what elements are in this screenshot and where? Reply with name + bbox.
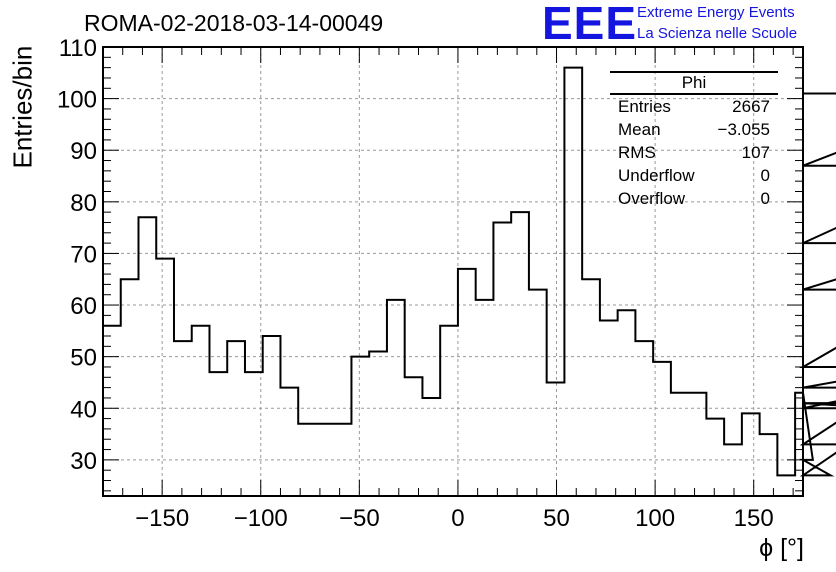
histogram-bin xyxy=(511,212,529,496)
stats-row-underflow: Underflow 0 xyxy=(610,164,778,187)
histogram-bin xyxy=(635,341,653,496)
histogram-bin xyxy=(369,351,387,496)
histogram-bin xyxy=(280,388,298,496)
histogram-bin xyxy=(760,434,778,496)
histogram-bin xyxy=(618,310,636,496)
stats-label: Underflow xyxy=(618,166,695,185)
histogram-bin xyxy=(564,68,582,496)
logo-line-1: Extreme Energy Events xyxy=(637,4,795,21)
stats-value: 0 xyxy=(760,189,770,208)
histogram-bin xyxy=(138,217,156,496)
y-tick-label: 70 xyxy=(70,241,97,268)
y-tick-label: 60 xyxy=(70,293,97,320)
x-tick-label: −50 xyxy=(339,505,380,532)
stats-row-overflow: Overflow 0 xyxy=(610,187,778,210)
y-axis-label: Entries/bin xyxy=(7,45,38,169)
stats-label: Mean xyxy=(618,120,661,139)
stats-box: Phi Entries 2667 Mean −3.055 RMS 107 Underf… xyxy=(610,71,778,210)
histogram-bin xyxy=(671,393,689,496)
histogram-bin xyxy=(724,444,742,496)
axis-ticks xyxy=(102,46,803,496)
histogram-bin xyxy=(422,398,440,496)
histogram-bin xyxy=(387,300,405,496)
histogram-bin xyxy=(458,269,476,496)
eee-logo: EEE xyxy=(542,0,638,49)
tick-labels: −150 −100 −50 0 50 100 150 30 40 50 60 70 80 90 100 110 xyxy=(57,35,774,532)
x-axis-label: ϕ [°] xyxy=(759,534,804,562)
stats-value: 2667 xyxy=(732,97,770,116)
chart-title: ROMA-02-2018-03-14-00049 xyxy=(84,10,384,36)
histogram-bin xyxy=(742,413,760,496)
histogram-bin xyxy=(245,372,263,496)
stats-row-entries: Entries 2667 xyxy=(610,95,778,118)
histogram-bin xyxy=(440,326,458,496)
histogram-bin xyxy=(209,372,227,496)
histogram-bin xyxy=(298,424,316,496)
x-tick-label: 50 xyxy=(543,505,570,532)
y-tick-label: 50 xyxy=(70,345,97,372)
y-tick-label: 30 xyxy=(70,448,97,475)
histogram-bin xyxy=(493,222,511,496)
histogram-bin xyxy=(405,377,423,496)
histogram-bin xyxy=(547,382,565,496)
histogram-bin xyxy=(121,279,139,496)
stats-row-rms: RMS 107 xyxy=(610,141,778,164)
stats-value: −3.055 xyxy=(717,120,770,139)
histogram-bin xyxy=(689,393,707,496)
histogram-bin xyxy=(192,326,210,496)
histogram-line xyxy=(103,66,836,477)
stats-row-mean: Mean −3.055 xyxy=(610,118,778,141)
y-tick-label: 90 xyxy=(70,138,97,165)
histogram-bin xyxy=(529,290,547,496)
histogram-bin xyxy=(351,357,369,496)
histogram-bin xyxy=(103,326,121,496)
logo-line-2: La Scienza nelle Scuole xyxy=(637,25,798,42)
grid-lines xyxy=(103,46,803,496)
stats-value: 0 xyxy=(760,166,770,185)
histogram-bin xyxy=(795,393,803,496)
stats-title: Phi xyxy=(610,71,778,95)
x-tick-label: −150 xyxy=(135,505,189,532)
x-tick-label: 100 xyxy=(635,505,675,532)
stats-value: 107 xyxy=(741,143,770,162)
histogram-bin xyxy=(777,475,795,496)
stats-label: Entries xyxy=(618,97,671,116)
histogram-bin xyxy=(653,362,671,496)
histogram-bin xyxy=(174,341,192,496)
plot-frame xyxy=(102,46,804,497)
histogram-bin xyxy=(156,259,174,496)
x-tick-label: −100 xyxy=(234,505,288,532)
y-tick-label: 40 xyxy=(70,396,97,423)
histogram-bin xyxy=(263,336,281,496)
histogram-bin xyxy=(600,321,618,496)
stats-label: Overflow xyxy=(618,189,686,208)
histogram-bin xyxy=(316,424,334,496)
y-tick-label: 100 xyxy=(57,87,97,114)
stats-label: RMS xyxy=(618,143,656,162)
x-tick-label: 0 xyxy=(451,505,464,532)
histogram-bin xyxy=(476,300,494,496)
y-tick-label: 110 xyxy=(59,35,97,62)
y-tick-label: 80 xyxy=(70,190,97,217)
histogram-bin xyxy=(582,279,600,496)
histogram-bin xyxy=(706,419,724,496)
histogram-bin xyxy=(334,424,352,496)
histogram-bin xyxy=(227,341,245,496)
x-tick-label: 150 xyxy=(734,505,774,532)
